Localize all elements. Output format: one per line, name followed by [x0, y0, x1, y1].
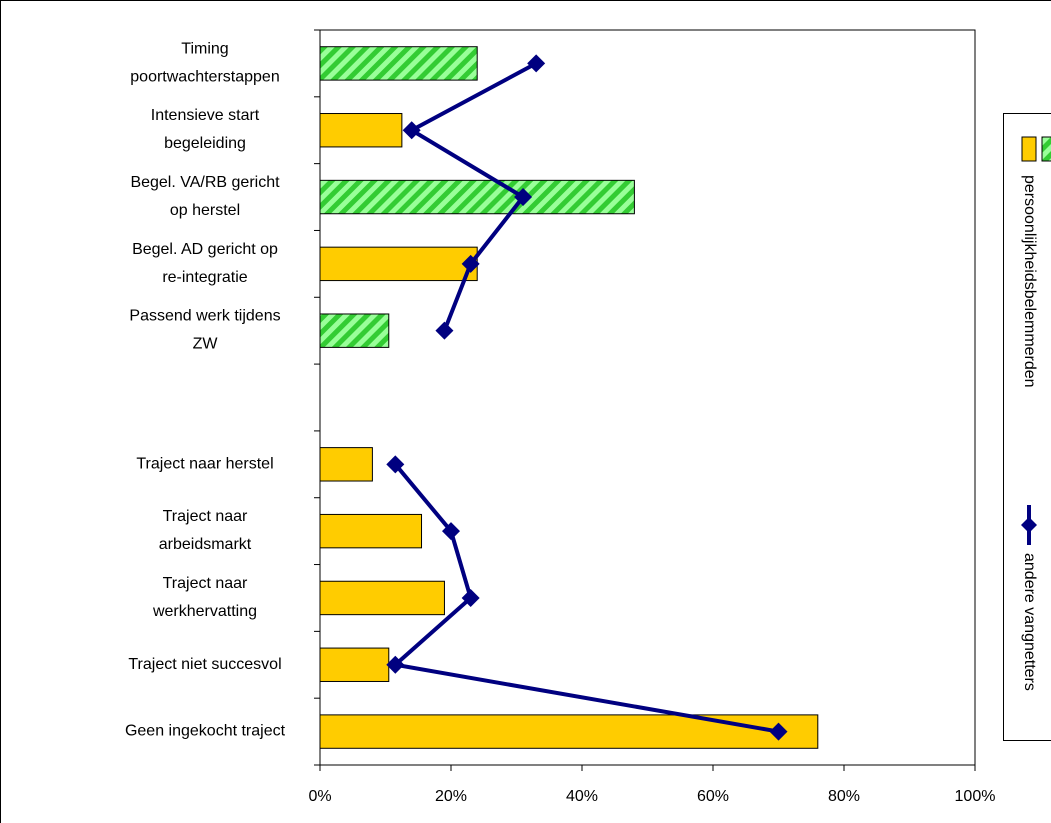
plot-area [319, 29, 976, 766]
bar [319, 447, 373, 482]
marker [402, 121, 421, 140]
y-tick-label: Traject niet succesvol [128, 656, 281, 673]
legend-swatch [1041, 136, 1051, 162]
marker [386, 455, 405, 474]
legend-label: andere vangnetters [1021, 553, 1038, 691]
marker [527, 54, 546, 73]
marker [461, 254, 480, 273]
y-tick-label: Begel. AD gericht op re-integratie [132, 241, 278, 286]
x-tick-label: 100% [955, 788, 996, 805]
y-tick-label: Intensieve start begeleiding [151, 107, 260, 152]
x-tick-label: 80% [828, 788, 860, 805]
marker [514, 188, 533, 207]
marker [442, 522, 460, 541]
marker [386, 655, 405, 674]
bar [319, 313, 390, 348]
bar [319, 714, 819, 749]
legend-label: persoonlijkheidsbelemmerden [1021, 175, 1038, 388]
bar [319, 246, 478, 282]
y-tick-label: Begel. VA/RB gericht op herstel [130, 174, 280, 219]
y-tick-label: Timing poortwachterstappen [130, 41, 279, 86]
bar [319, 647, 390, 682]
x-tick-label: 20% [435, 788, 467, 805]
bar [319, 513, 423, 549]
legend-marker [1021, 517, 1037, 533]
marker [769, 722, 788, 741]
bar [319, 113, 403, 148]
y-tick-label: Traject naar arbeidsmarkt [159, 508, 252, 553]
y-tick-label: Passend werk tijdens ZW [129, 308, 280, 353]
bar [319, 46, 478, 81]
y-tick-label: Geen ingekocht traject [125, 723, 286, 740]
legend-box [1003, 113, 1051, 741]
x-tick-label: 0% [308, 788, 331, 805]
y-tick-label: Traject naar herstel [136, 456, 273, 473]
x-tick-label: 60% [697, 788, 729, 805]
marker [435, 321, 454, 340]
x-tick-label: 40% [566, 788, 598, 805]
bar [319, 580, 445, 616]
marker [461, 588, 480, 607]
bar [319, 179, 635, 215]
legend-swatch [1021, 136, 1037, 162]
y-tick-label: Traject naar werkhervatting [152, 575, 257, 620]
